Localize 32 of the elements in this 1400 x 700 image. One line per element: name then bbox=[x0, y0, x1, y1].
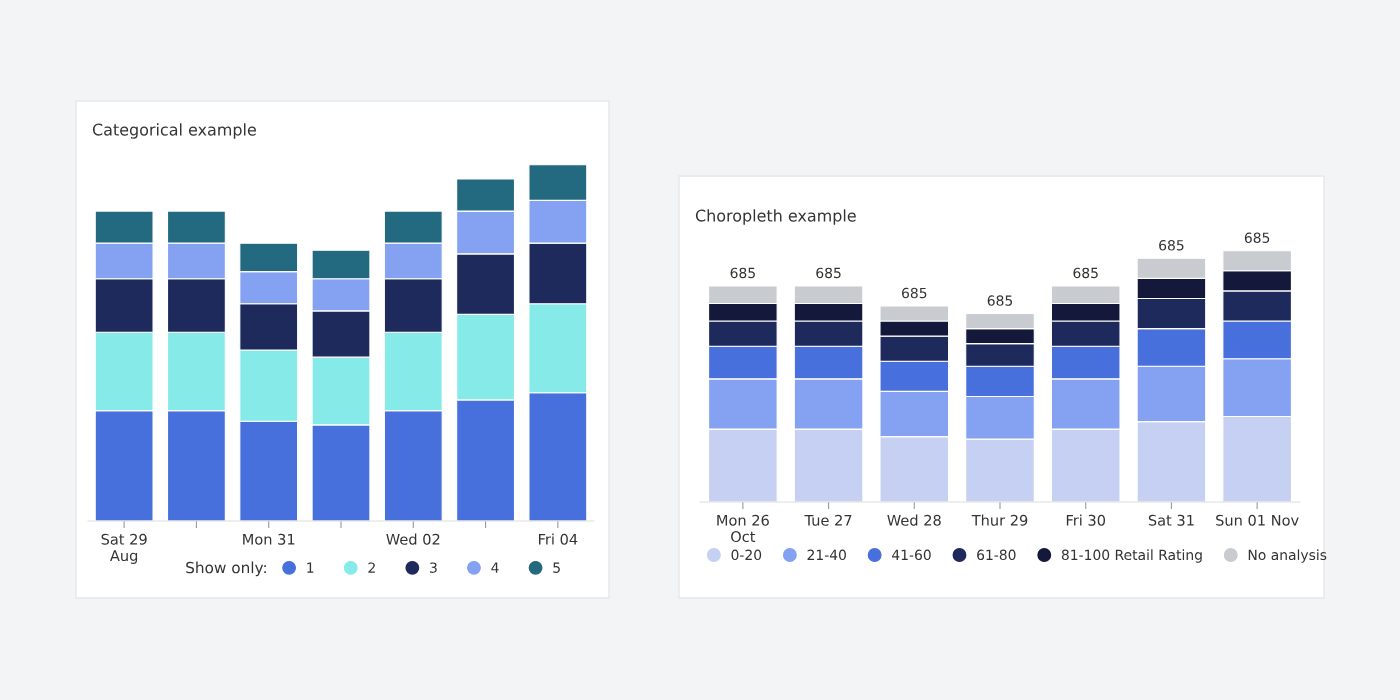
annotation: 685 bbox=[1244, 232, 1270, 243]
x-tick-label: Tue 27 bbox=[804, 514, 852, 526]
x-tick-label: Sun 01 Nov bbox=[1216, 514, 1299, 526]
x-tick-label: Sat 29 Aug bbox=[101, 533, 147, 564]
chart-title: Categorical example bbox=[92, 123, 256, 139]
legend-label: 1 bbox=[307, 562, 314, 573]
annotation: 685 bbox=[1159, 240, 1184, 251]
annotation: 685 bbox=[1073, 267, 1098, 279]
annotation: 685 bbox=[987, 295, 1013, 306]
legend-label: 0-20 bbox=[731, 549, 762, 561]
legend-label: 41-60 bbox=[892, 549, 931, 561]
x-tick-label: Mon 31 bbox=[243, 533, 295, 545]
legend-label: 61-80 bbox=[977, 549, 1016, 561]
x-tick-label: Wed 02 bbox=[386, 533, 440, 545]
annotation: 685 bbox=[816, 267, 841, 279]
annotation: 685 bbox=[730, 267, 755, 279]
x-tick-label: Mon 26 Oct bbox=[717, 514, 769, 543]
legend-label: 4 bbox=[491, 562, 499, 573]
x-tick-label: Sat 31 bbox=[1148, 514, 1194, 526]
legend-title: Show only: bbox=[186, 561, 266, 577]
legend-label: 21-40 bbox=[807, 549, 846, 561]
legend-label: 2 bbox=[368, 562, 375, 573]
x-tick-label: Fri 04 bbox=[539, 533, 578, 545]
x-tick-label: Fri 30 bbox=[1066, 514, 1106, 526]
legend-label: No analysis bbox=[1248, 549, 1327, 563]
x-tick-label: Wed 28 bbox=[887, 514, 941, 526]
x-tick-label: Thur 29 bbox=[971, 514, 1028, 526]
chart-title: Choropleth example bbox=[695, 209, 856, 225]
legend-label: 5 bbox=[553, 562, 560, 573]
annotation: 685 bbox=[902, 287, 927, 299]
legend-label: 81-100 Retail Rating bbox=[1061, 549, 1202, 563]
legend-label: 3 bbox=[430, 562, 437, 573]
